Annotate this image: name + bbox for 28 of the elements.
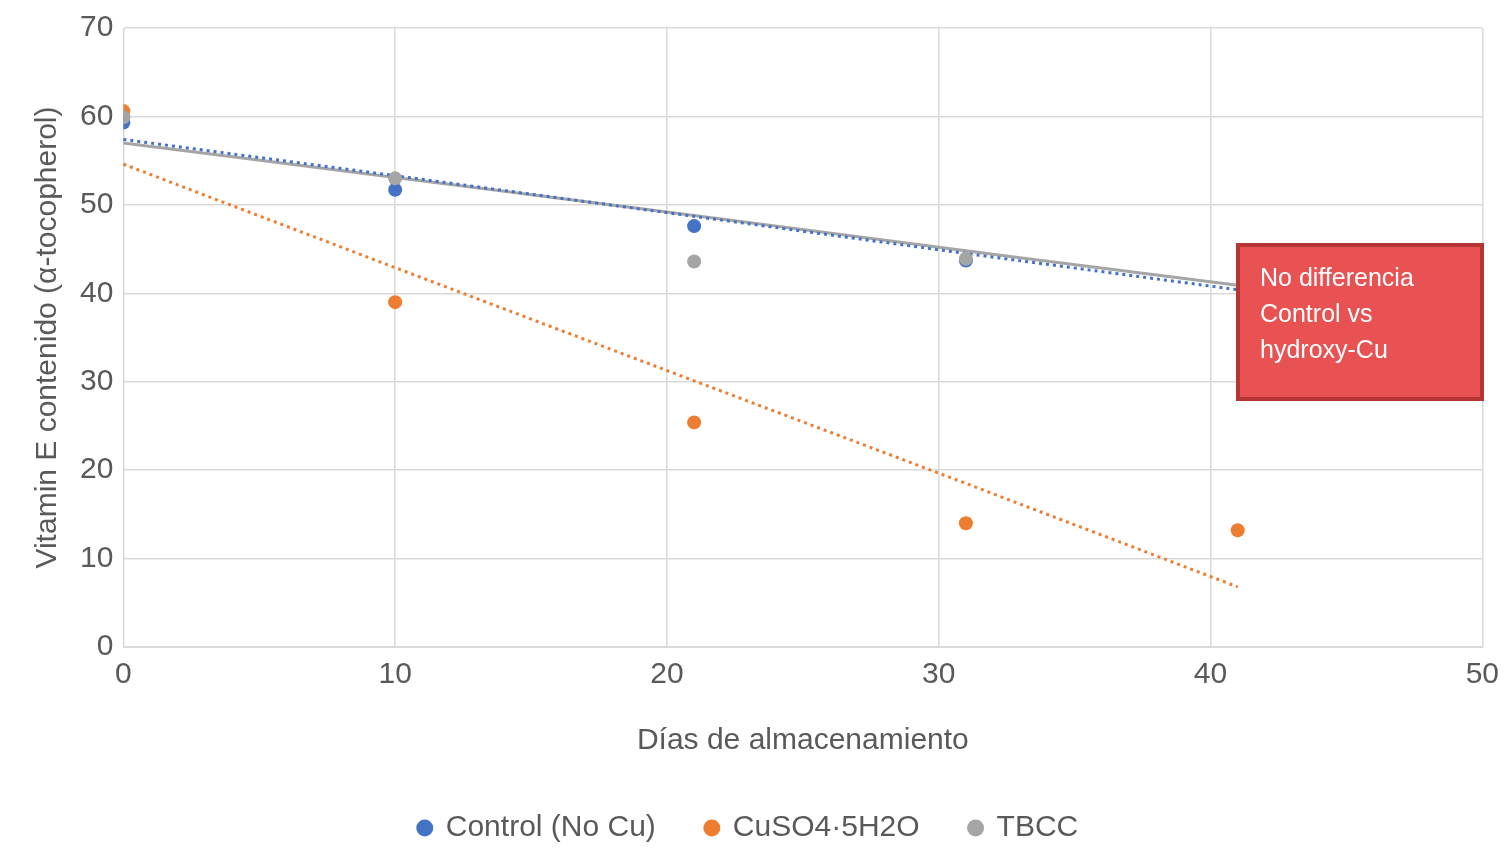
- point: [1230, 523, 1245, 538]
- point: [958, 516, 973, 531]
- legend-label: Control (No Cu): [445, 809, 656, 843]
- x-tick-label: 10: [378, 656, 412, 690]
- line-series: [121, 162, 1240, 589]
- y-tick-label: 70: [79, 9, 114, 43]
- legend-label: CuSO4·5H2O: [732, 809, 920, 843]
- x-tick-label: 20: [650, 656, 684, 690]
- point: [388, 295, 403, 310]
- x-tick-label: 30: [922, 656, 956, 690]
- point: [687, 254, 702, 269]
- y-tick-label: 50: [79, 186, 114, 220]
- y-tick-label: 20: [79, 451, 114, 485]
- point: [687, 219, 702, 234]
- y-tick-label: 10: [79, 539, 114, 573]
- x-tick-label: 50: [1465, 656, 1499, 690]
- x-axis-title: Días de almacenamiento: [636, 722, 969, 756]
- y-tick-label: 40: [79, 274, 114, 308]
- y-tick-label: 0: [96, 628, 114, 662]
- y-tick-label: 30: [79, 362, 114, 396]
- y-axis-title: Vitamin E contenido (α-tocopherol): [29, 106, 63, 569]
- point: [388, 182, 403, 197]
- point: [687, 415, 702, 430]
- point: [388, 171, 403, 186]
- legend-label: TBCC: [996, 809, 1079, 843]
- x-tick-label: 40: [1193, 656, 1228, 690]
- y-tick-label: 60: [79, 97, 114, 131]
- callout-box: No differencia Control vs hydroxy-Cu: [1236, 243, 1484, 401]
